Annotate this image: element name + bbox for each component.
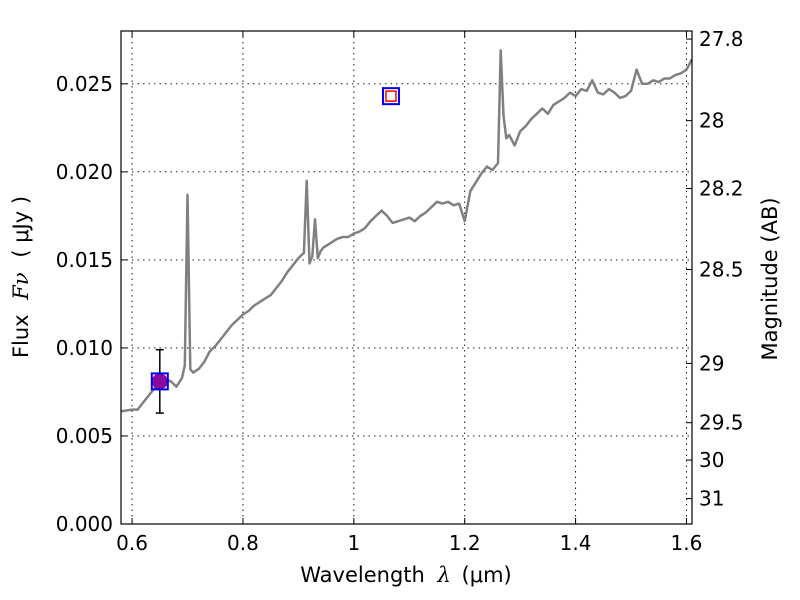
y2-tick-label: 31 <box>699 487 724 511</box>
x-tick-label: 1 <box>347 531 360 555</box>
x-axis-label: Wavelength λ (μm) <box>300 563 511 587</box>
y-axis-ticks: 0.000 0.005 0.010 0.015 0.020 0.025 <box>56 72 127 536</box>
y2-tick-label: 30 <box>699 448 724 472</box>
x-tick-label: 1.6 <box>671 531 703 555</box>
y-tick-label: 0.020 <box>56 160 113 184</box>
y2-tick-label: 28.5 <box>699 257 744 281</box>
series-layer <box>120 49 694 413</box>
y2-tick-label: 29.5 <box>699 411 744 435</box>
y2-axis-label: Magnitude (AB) <box>758 197 782 360</box>
open-square-marker <box>150 372 169 391</box>
x-tick-label: 0.6 <box>116 531 148 555</box>
x-tick-label: 1.2 <box>449 531 481 555</box>
open-square-marker <box>381 87 400 106</box>
x-axis-ticks: 0.6 0.8 1 1.2 1.4 1.6 <box>116 31 702 555</box>
y2-axis-ticks: 27.8 28 28.2 28.5 29 29.5 30 31 <box>686 27 744 511</box>
y-tick-label: 0.015 <box>56 248 113 272</box>
y-axis-label: Flux Fν ( μJy ) <box>9 196 33 358</box>
y2-tick-label: 28.2 <box>699 177 744 201</box>
photometry-points <box>150 87 400 414</box>
y-tick-label: 0.005 <box>56 424 113 448</box>
y-tick-label: 0.010 <box>56 336 113 360</box>
y2-tick-label: 29 <box>699 351 724 375</box>
y-tick-label: 0.000 <box>56 512 113 536</box>
y-tick-label: 0.025 <box>56 72 113 96</box>
plot-frame <box>120 30 693 525</box>
x-tick-label: 1.4 <box>560 531 592 555</box>
x-tick-label: 0.8 <box>227 531 259 555</box>
y2-tick-label: 28 <box>699 109 724 133</box>
spectrum-line <box>120 49 694 413</box>
photometry-point <box>151 373 168 390</box>
small-open-square-marker <box>385 90 397 102</box>
y2-tick-label: 27.8 <box>699 27 744 51</box>
grid-lines <box>121 31 692 525</box>
